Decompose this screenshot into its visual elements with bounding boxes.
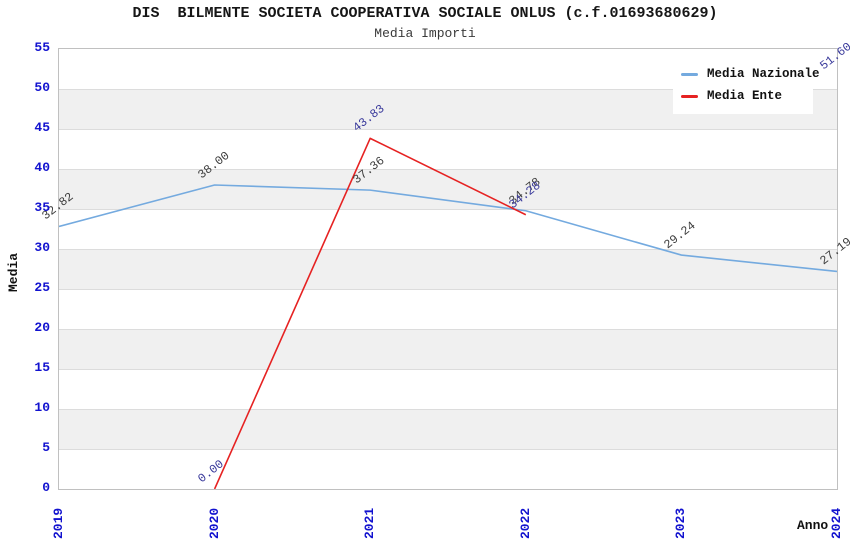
y-axis-tick: 10: [34, 400, 50, 415]
legend-line-swatch: [681, 72, 698, 76]
series-lines: [59, 137, 837, 489]
y-axis-tick: 35: [34, 200, 50, 215]
legend-line-swatch: [681, 94, 698, 98]
gridline: [59, 329, 837, 330]
x-axis-tick: 2022: [517, 507, 533, 539]
gridline: [59, 249, 837, 250]
gridline: [59, 409, 837, 410]
gridline: [59, 129, 837, 130]
gridline: [59, 89, 837, 90]
grid-band: [59, 409, 837, 449]
gridline: [59, 169, 837, 170]
gridline: [59, 449, 837, 450]
y-axis-tick: 40: [34, 160, 50, 175]
y-axis-tick: 30: [34, 240, 50, 255]
y-axis-tick: 55: [34, 40, 50, 55]
x-axis-title: Anno: [797, 518, 829, 533]
legend: Media Nazionale Media Ente: [673, 58, 820, 114]
y-axis-tick: 20: [34, 320, 50, 335]
chart-subtitle: Media Importi: [374, 26, 476, 41]
series-line-media-ente: [213, 137, 527, 489]
series-line-media-nazionale: [59, 184, 837, 273]
x-axis-tick: 2019: [51, 507, 66, 539]
gridline: [59, 369, 837, 370]
x-axis-tick: 2020: [206, 507, 222, 539]
grid-band: [59, 169, 837, 209]
x-axis-tick: 2021: [362, 507, 378, 539]
gridline: [59, 289, 837, 290]
y-axis-tick: 15: [34, 360, 50, 375]
chart-title: DIS BILMENTE SOCIETA COOPERATIVA SOCIALE…: [132, 5, 718, 22]
x-axis-tick: 2023: [673, 507, 689, 539]
x-axis-tick: 2024: [829, 507, 844, 539]
plot-area: Media Nazionale Media Ente 32.82 38.00 37.3…: [39, 40, 850, 490]
grid-band: [59, 249, 837, 289]
legend-item-label: Media Ente: [707, 89, 783, 103]
y-axis-tick: 45: [34, 120, 50, 135]
legend-item: Media Ente: [681, 85, 805, 107]
legend-item: Media Nazionale: [681, 63, 820, 85]
grid-band: [59, 329, 837, 369]
legend-item-label: Media Nazionale: [707, 67, 820, 81]
y-axis-tick: 0: [42, 480, 50, 495]
y-axis-tick: 25: [34, 280, 50, 295]
y-axis-tick: 5: [42, 440, 50, 455]
y-axis-tick: 50: [34, 80, 50, 95]
gridline: [59, 209, 837, 210]
